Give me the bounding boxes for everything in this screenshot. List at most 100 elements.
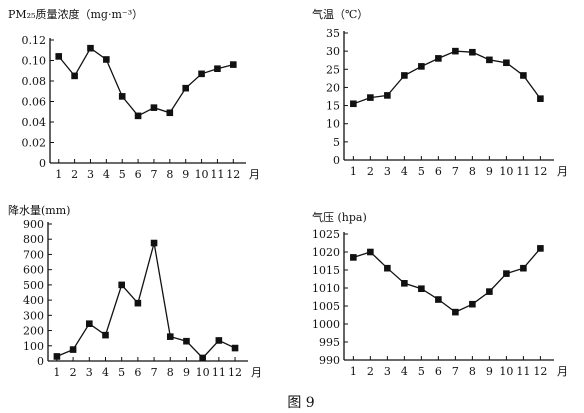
y-axis-label: 气压 (hpa) [312,210,367,224]
y-tick-label: 5 [333,136,340,149]
data-point-marker [134,112,142,120]
y-tick-label: 100 [23,340,44,353]
data-point-marker [215,337,223,344]
data-point-marker [435,296,442,303]
x-tick-label: 3 [384,165,391,178]
data-point-marker [350,254,357,261]
x-tick-label: 11 [210,168,224,181]
series-line [56,242,236,359]
y-tick-label: 300 [23,309,44,322]
data-point-marker [401,72,408,79]
x-tick-label: 6 [134,366,141,379]
x-tick-label: 6 [435,365,442,378]
x-tick-label: 10 [499,365,513,378]
x-tick-label: 3 [86,366,93,379]
x-tick-label: 8 [167,366,174,379]
data-point-marker [85,320,93,328]
data-point-marker [384,92,391,99]
data-point-marker [118,93,126,100]
data-point-marker [452,47,459,55]
x-tick-label: 1 [53,366,60,379]
data-point-marker [118,281,125,289]
y-tick-label: 995 [319,336,340,349]
x-tick-label: 9 [182,168,189,181]
data-point-marker [401,280,408,287]
data-point-marker [150,239,158,247]
x-tick-label: 8 [469,165,476,178]
y-tick-label: 0.02 [22,137,47,150]
y-tick-label: 30 [326,45,340,58]
x-tick-label: 7 [150,168,157,181]
data-point-marker [53,353,61,360]
y-tick-label: 0.04 [22,116,47,129]
x-axis-unit: 月 [557,165,568,178]
x-tick-label: 10 [196,366,210,379]
data-point-marker [418,63,425,70]
y-tick-label: 0.06 [22,96,47,109]
data-point-marker [350,100,357,108]
x-tick-label: 9 [486,365,493,378]
data-point-marker [435,55,442,62]
data-point-marker [103,56,110,63]
x-tick-label: 1 [55,168,62,181]
x-tick-label: 9 [486,165,493,178]
x-tick-label: 2 [71,168,78,181]
x-tick-label: 12 [228,366,242,379]
x-tick-label: 6 [435,165,442,178]
data-point-marker [537,95,544,102]
data-point-marker [469,300,476,308]
y-tick-label: 400 [23,294,44,307]
x-tick-label: 7 [452,165,459,178]
x-tick-label: 4 [401,165,408,178]
data-point-marker [71,72,78,80]
y-tick-label: 900 [23,218,44,231]
data-point-marker [214,65,221,72]
x-tick-label: 7 [452,365,459,378]
data-point-marker [367,94,374,101]
y-tick-label: 1025 [312,228,340,241]
data-point-marker [384,264,391,272]
x-axis-unit: 月 [251,366,262,379]
y-tick-label: 1010 [312,282,340,295]
x-tick-label: 9 [183,366,190,379]
data-point-marker [503,270,510,277]
data-point-marker [503,59,510,67]
x-tick-label: 5 [119,168,126,181]
y-tick-label: 1020 [312,246,340,259]
y-tick-label: 15 [326,100,340,113]
data-point-marker [150,104,158,111]
y-tick-label: 1015 [312,264,340,277]
series-line [353,247,541,313]
y-tick-label: 35 [326,27,340,40]
x-tick-label: 5 [118,366,125,379]
x-tick-label: 11 [516,165,530,178]
x-tick-label: 11 [212,366,226,379]
x-tick-label: 12 [226,168,240,181]
y-tick-label: 0.08 [22,75,47,88]
x-tick-label: 12 [533,165,547,178]
data-point-marker [69,346,77,353]
figure-caption: 图 9 [287,395,314,411]
y-tick-label: 20 [326,81,340,94]
x-tick-label: 4 [102,366,109,379]
x-tick-label: 1 [350,165,357,178]
data-point-marker [166,109,174,117]
x-tick-label: 3 [384,365,391,378]
x-tick-label: 12 [533,365,547,378]
x-tick-label: 2 [367,165,374,178]
data-point-marker [87,44,94,52]
y-tick-label: 800 [23,233,44,246]
x-tick-label: 5 [418,365,425,378]
y-tick-label: 0.12 [22,34,47,47]
y-tick-label: 1005 [312,300,340,313]
chart-pm25: PM₂₅质量浓度（mg·m⁻³） 0 0.02 0.04 0.06 0.08 0.10 0.1… [8,7,260,181]
y-tick-label: 990 [319,354,340,367]
x-tick-label: 4 [401,365,408,378]
data-point-marker [166,333,174,340]
x-tick-label: 10 [499,165,513,178]
data-point-marker [134,299,142,307]
y-axis-label: 降水量(mm) [8,203,70,217]
